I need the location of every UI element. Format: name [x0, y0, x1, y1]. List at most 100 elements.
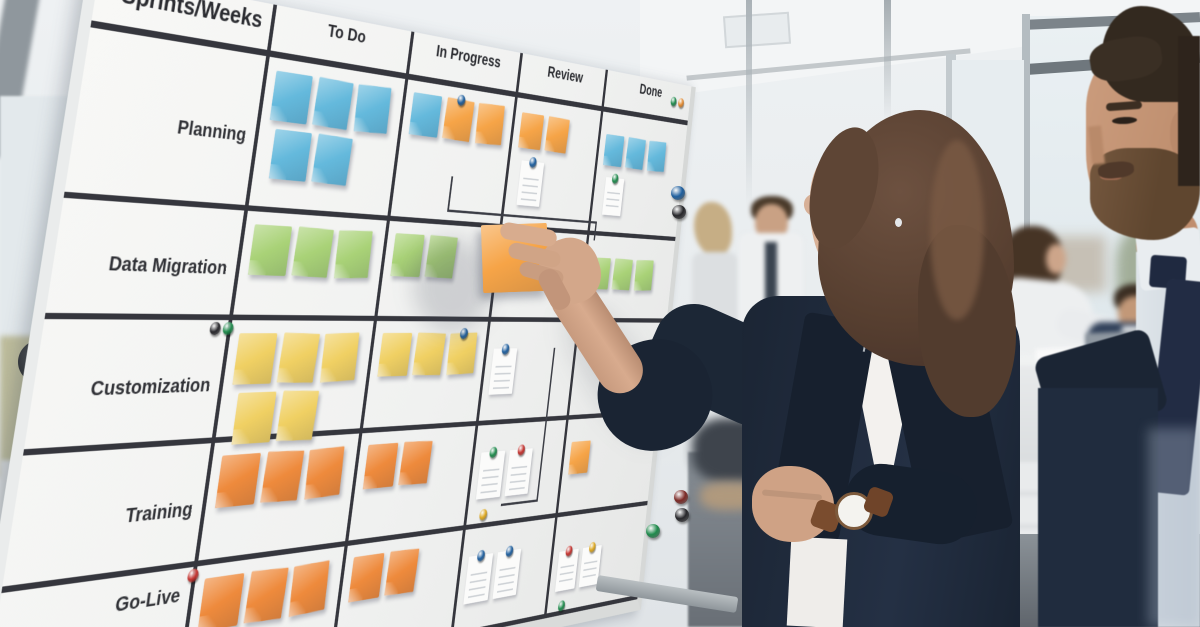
neck [848, 252, 898, 336]
sticky-note-orange [568, 440, 591, 475]
window-frame-vertical [1022, 14, 1030, 352]
note-row [214, 446, 354, 509]
card-text-lines [492, 365, 512, 391]
column-header-label: In Progress [435, 41, 502, 72]
face [1046, 244, 1066, 274]
label-pins [186, 568, 200, 584]
row-label: Customization [89, 374, 212, 401]
sticky-note-orangedeep [259, 450, 305, 503]
pin-blue [671, 186, 685, 200]
sticky-note-yellow [446, 327, 478, 376]
sticky-note-orange [474, 102, 506, 146]
note-row [377, 327, 483, 377]
card-text-lines [520, 177, 539, 203]
board-cell [499, 97, 602, 231]
board-cell [488, 228, 588, 318]
row-label: Planning [176, 116, 248, 146]
hair-front-strand [797, 120, 891, 256]
sticky-note-yellow [231, 391, 277, 445]
pin-blue [528, 156, 538, 169]
note-row [518, 112, 597, 157]
column-header-label: Review [546, 62, 584, 87]
tie [765, 242, 777, 318]
body [692, 252, 738, 342]
corner-header-label: Sprints/Weeks [119, 0, 265, 34]
row-label-cell: Customization [24, 319, 235, 449]
card-text-lines [467, 571, 488, 600]
note-row [602, 173, 678, 221]
sticky-note-blue [624, 136, 647, 171]
board-cell [463, 419, 567, 526]
glass-mullion [746, 0, 752, 208]
note-row [602, 133, 683, 174]
watch-strap [809, 498, 844, 534]
label-pins [208, 321, 235, 336]
sticky-note-blue [311, 76, 354, 131]
sticky-note-green [333, 230, 373, 279]
sticky-note-orangedeep [348, 552, 385, 603]
face [810, 146, 890, 274]
board-cell [359, 320, 489, 429]
note-row [463, 544, 549, 605]
card-text-lines [582, 560, 598, 584]
note-row [475, 444, 560, 500]
ceiling-vent [722, 11, 792, 49]
laptop [1085, 330, 1143, 358]
column-header-review: Review [515, 52, 606, 107]
corner-pins [670, 96, 685, 109]
column-header-label: Done [638, 80, 664, 101]
sticky-note-blue [408, 92, 443, 138]
note-row [269, 70, 400, 136]
board-cell [345, 425, 476, 542]
pin-green [557, 599, 566, 613]
card-text-lines [508, 465, 528, 492]
papers [1035, 346, 1085, 362]
column-header-label: To Do [326, 20, 368, 48]
board-cell [194, 433, 360, 562]
pin-blue [505, 545, 514, 558]
pin-black [208, 321, 222, 336]
pin-yellow [588, 541, 597, 554]
sticky-note-orangedeep [197, 573, 245, 627]
pin-black [675, 508, 689, 522]
pin-blue [456, 94, 467, 107]
sticky-note-blue [311, 133, 354, 187]
pin-red [565, 545, 574, 557]
note-row [568, 435, 652, 475]
trousers [747, 330, 797, 364]
sticky-note-orange [544, 115, 571, 154]
task-card [516, 156, 545, 207]
sticky-note-yellow [411, 332, 447, 376]
pin-green [488, 446, 498, 459]
bg-sofa-blob [700, 482, 760, 510]
board-cell [387, 79, 516, 224]
sticky-note-blue [646, 140, 667, 173]
bg-person-blonde [692, 200, 740, 345]
note-row [232, 332, 368, 385]
bg-chair-blob [692, 418, 772, 482]
note-row [348, 542, 458, 603]
sticky-note-green [247, 224, 293, 277]
note-row [516, 156, 591, 211]
pin-green [670, 96, 678, 107]
sticky-note-blue [269, 70, 313, 125]
sticky-note-orangedeep [214, 452, 261, 509]
hand-shadow [413, 238, 491, 333]
row-label-cell: Planning [65, 27, 267, 205]
card-text-lines [605, 191, 621, 213]
pin-yellow [478, 508, 488, 521]
pin-orange [677, 97, 685, 109]
row-label-cell: Training [2, 443, 211, 586]
glass-mullion [884, 0, 891, 122]
pin-darkred [674, 490, 688, 504]
note-row [268, 128, 393, 189]
sticky-note-orangedeep [288, 560, 330, 618]
card-text-lines [558, 564, 575, 588]
pin-green [611, 173, 619, 185]
eye [833, 186, 855, 194]
necklace [862, 320, 872, 352]
sticky-note-green [291, 226, 335, 279]
hair [694, 202, 732, 256]
card-text-lines [480, 468, 500, 495]
task-card [554, 545, 579, 593]
